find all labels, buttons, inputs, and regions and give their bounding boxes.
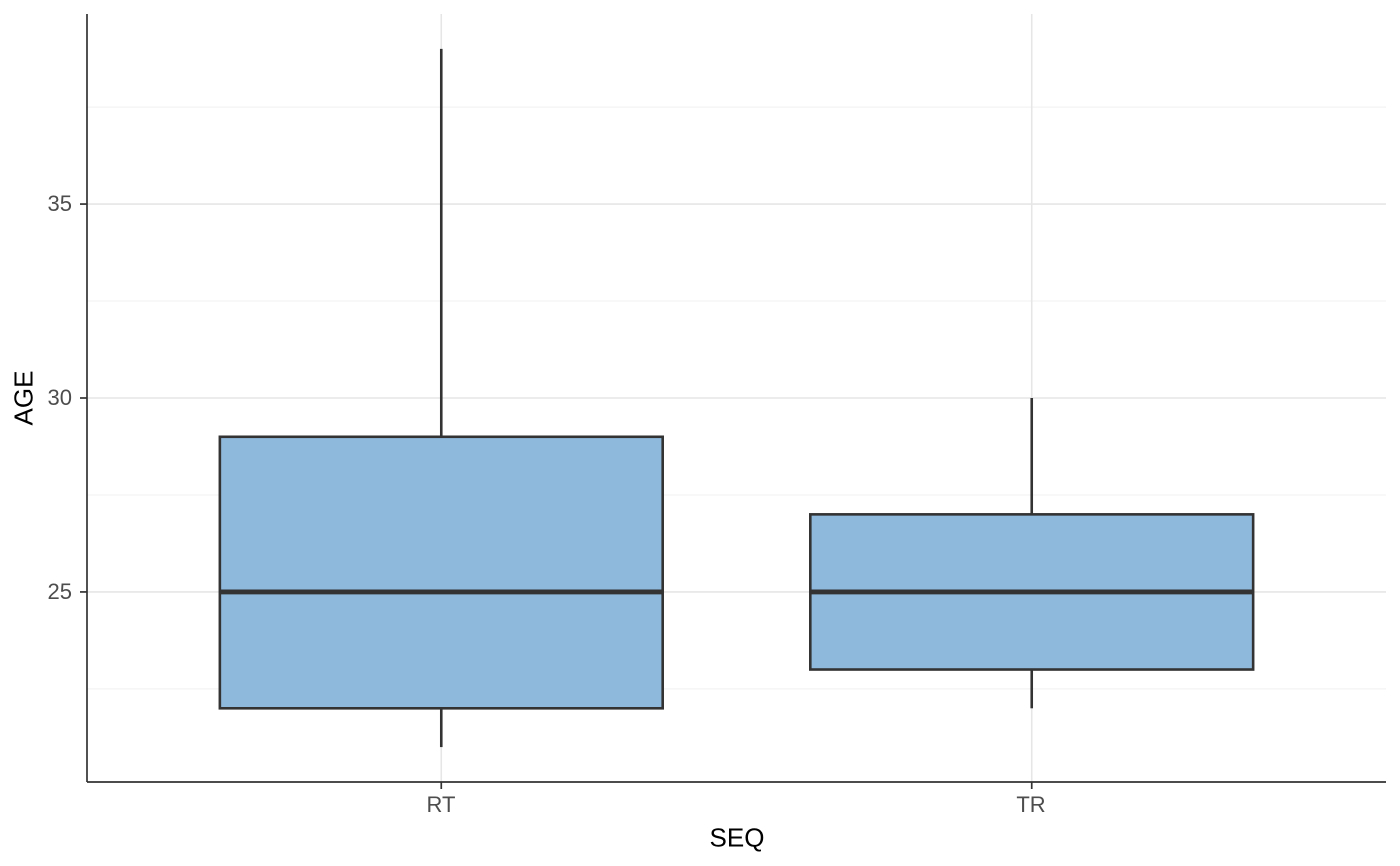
y-tick-label-35: 35 xyxy=(47,191,72,216)
y-tick-label-25: 25 xyxy=(47,579,72,604)
y-tick-label-30: 30 xyxy=(47,385,72,410)
x-axis-title: SEQ xyxy=(709,822,765,853)
y-axis-title: AGE xyxy=(8,370,39,426)
x-tick-label-rt: RT xyxy=(426,792,456,817)
box-RT xyxy=(218,435,664,710)
x-tick-label-tr: TR xyxy=(1016,792,1046,817)
